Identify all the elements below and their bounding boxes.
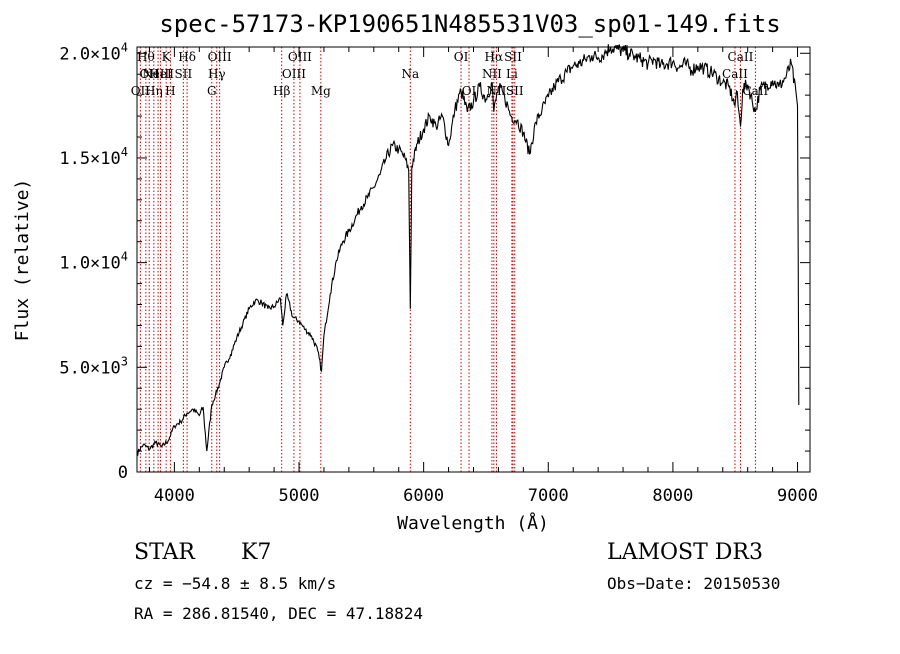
spectral-line-label: K (162, 50, 172, 64)
object-subclass: K7 (241, 540, 271, 565)
spectral-line-labels: HθOIIOIIHηNeIIIHeIKHSIIHδGHγOIIIHβOIIIOI… (131, 50, 769, 98)
spectral-line-label: CaII (742, 84, 768, 98)
y-tick-label: 2.0×104 (59, 40, 128, 64)
x-tick-label: 6000 (403, 486, 444, 506)
x-tick-label: 8000 (652, 486, 693, 506)
spectral-line-label: Hη (145, 84, 163, 98)
spectral-line-label: Hγ (208, 67, 226, 81)
x-axis-label: Wavelength (Å) (397, 512, 549, 534)
object-class: STAR (134, 540, 196, 565)
spectral-line-label: NeIII (142, 67, 174, 81)
spectral-line-label: Hβ (273, 84, 290, 98)
spectral-line-label: CaII (722, 67, 748, 81)
spectral-line-label: H (165, 84, 175, 98)
spectral-line-label: OIII (208, 50, 232, 64)
y-tick-label: 5.0×103 (59, 354, 128, 378)
spectral-line-label: Hδ (178, 50, 196, 64)
x-tick-label: 9000 (777, 486, 818, 506)
spectrum-series-line (136, 44, 800, 457)
y-axis-label: Flux (relative) (12, 179, 33, 342)
x-tick-label: 5000 (279, 486, 320, 506)
spectral-line-label: SII (175, 67, 193, 81)
x-tick-label: 4000 (154, 486, 195, 506)
y-tick-label: 0 (118, 463, 128, 483)
spectral-line-label: Li (506, 67, 518, 81)
spectral-line-label: Hα (485, 50, 504, 64)
ra-dec-coordinates: RA = 286.81540, DEC = 47.18824 (134, 604, 423, 623)
redshift-cz: cz = −54.8 ± 8.5 km/s (134, 574, 336, 593)
x-axis-ticks: 4000 5000 6000 7000 8000 9000 (148, 47, 818, 506)
info-panel: STAR K7 LAMOST DR3 cz = −54.8 ± 8.5 km/s… (134, 540, 780, 623)
spectral-line-label: Na (401, 67, 419, 81)
chart-title: spec-57173-KP190651N485531V03_sp01-149.f… (159, 10, 780, 38)
spectral-line-markers (139, 47, 756, 472)
observation-date: Obs−Date: 20150530 (607, 574, 780, 593)
x-tick-label: 7000 (528, 486, 569, 506)
survey-name: LAMOST DR3 (607, 540, 763, 565)
spectral-line-label: HeI (149, 67, 172, 81)
y-axis-ticks: 0 5.0×103 1.0×104 1.5×104 2.0×104 (59, 40, 810, 483)
spectral-line-label: G (207, 84, 217, 98)
spectral-line-label: OI (454, 50, 469, 64)
plot-frame (136, 46, 811, 473)
spectral-line-label: CaII (728, 50, 754, 64)
y-tick-label: 1.5×104 (59, 145, 128, 169)
spectral-line-label: OII (131, 84, 151, 98)
spectral-line-label: OIII (282, 67, 306, 81)
spectral-line-label: SII (504, 50, 522, 64)
spectral-line-label: OII (140, 67, 160, 81)
spectral-line-label: OIII (288, 50, 312, 64)
spectral-line-label: NII (482, 67, 502, 81)
spectral-line-label: SII (506, 84, 524, 98)
spectral-line-label: Mg (311, 84, 331, 98)
spectral-line-label: Hθ (137, 50, 155, 64)
y-tick-label: 1.0×104 (59, 250, 128, 274)
spectral-line-label: OI (462, 84, 477, 98)
